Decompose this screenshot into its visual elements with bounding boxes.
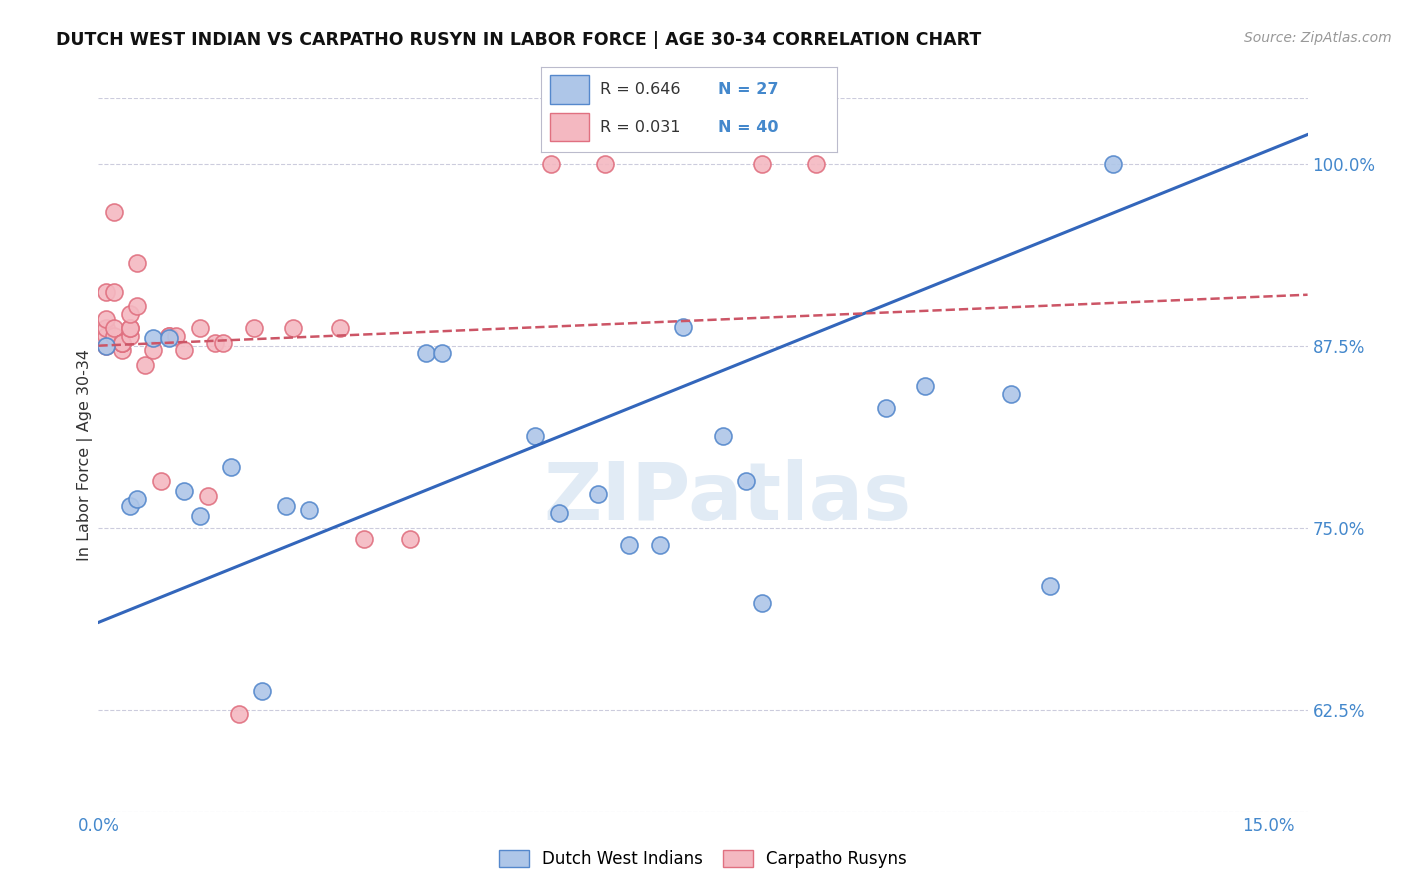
Point [415,346,437,360]
Point [157,331,180,345]
Point [96,328,118,343]
Point [735,474,758,488]
Point [430,346,453,360]
Point [118,321,141,335]
Point [540,156,562,170]
Point [617,538,640,552]
FancyBboxPatch shape [550,76,589,104]
Point [157,328,180,343]
Point [96,339,118,353]
Point [165,328,187,343]
Point [157,328,180,343]
Point [219,459,242,474]
Point [1101,156,1123,170]
Point [118,328,141,343]
Point [118,321,141,335]
Point [111,335,134,350]
Point [111,335,134,350]
Point [804,156,827,170]
Point [111,335,134,350]
Point [586,487,609,501]
Point [1000,386,1022,401]
Point [127,299,149,313]
Text: DUTCH WEST INDIAN VS CARPATHO RUSYN IN LABOR FORCE | AGE 30-34 CORRELATION CHART: DUTCH WEST INDIAN VS CARPATHO RUSYN IN L… [56,31,981,49]
Point [212,335,235,350]
Point [197,489,219,503]
Point [103,204,125,219]
Point [648,538,671,552]
Point [173,343,195,357]
Point [149,474,172,488]
Legend: Dutch West Indians, Carpatho Rusyns: Dutch West Indians, Carpatho Rusyns [492,843,914,875]
Point [96,321,118,335]
Point [252,683,274,698]
Point [399,533,422,547]
Point [711,429,734,443]
Point [283,321,305,335]
Point [111,343,134,357]
Point [188,321,211,335]
Text: N = 40: N = 40 [718,120,779,135]
Point [547,506,569,520]
Point [204,335,226,350]
Point [672,319,695,334]
Point [103,328,125,343]
Point [298,503,321,517]
FancyBboxPatch shape [550,112,589,142]
Point [127,491,149,506]
Point [173,484,195,499]
Point [142,343,165,357]
Point [914,379,936,393]
Text: R = 0.031: R = 0.031 [600,120,681,135]
Point [118,499,141,513]
Text: ZIPatlas: ZIPatlas [543,458,911,537]
Point [103,285,125,299]
Y-axis label: In Labor Force | Age 30-34: In Labor Force | Age 30-34 [77,349,93,561]
Point [274,499,297,513]
Text: N = 27: N = 27 [718,82,779,97]
Point [875,401,897,416]
Point [751,597,773,611]
Point [134,358,156,372]
Point [228,707,250,722]
Point [751,156,773,170]
Text: R = 0.646: R = 0.646 [600,82,681,97]
Point [353,533,375,547]
Point [188,509,211,524]
Point [96,339,118,353]
Point [103,321,125,335]
Point [118,307,141,321]
Point [243,321,266,335]
Point [524,429,547,443]
Point [127,255,149,269]
Point [595,156,617,170]
Point [1039,579,1062,593]
Point [96,312,118,326]
Point [96,285,118,299]
Point [142,331,165,345]
Text: Source: ZipAtlas.com: Source: ZipAtlas.com [1244,31,1392,45]
Point [329,321,352,335]
